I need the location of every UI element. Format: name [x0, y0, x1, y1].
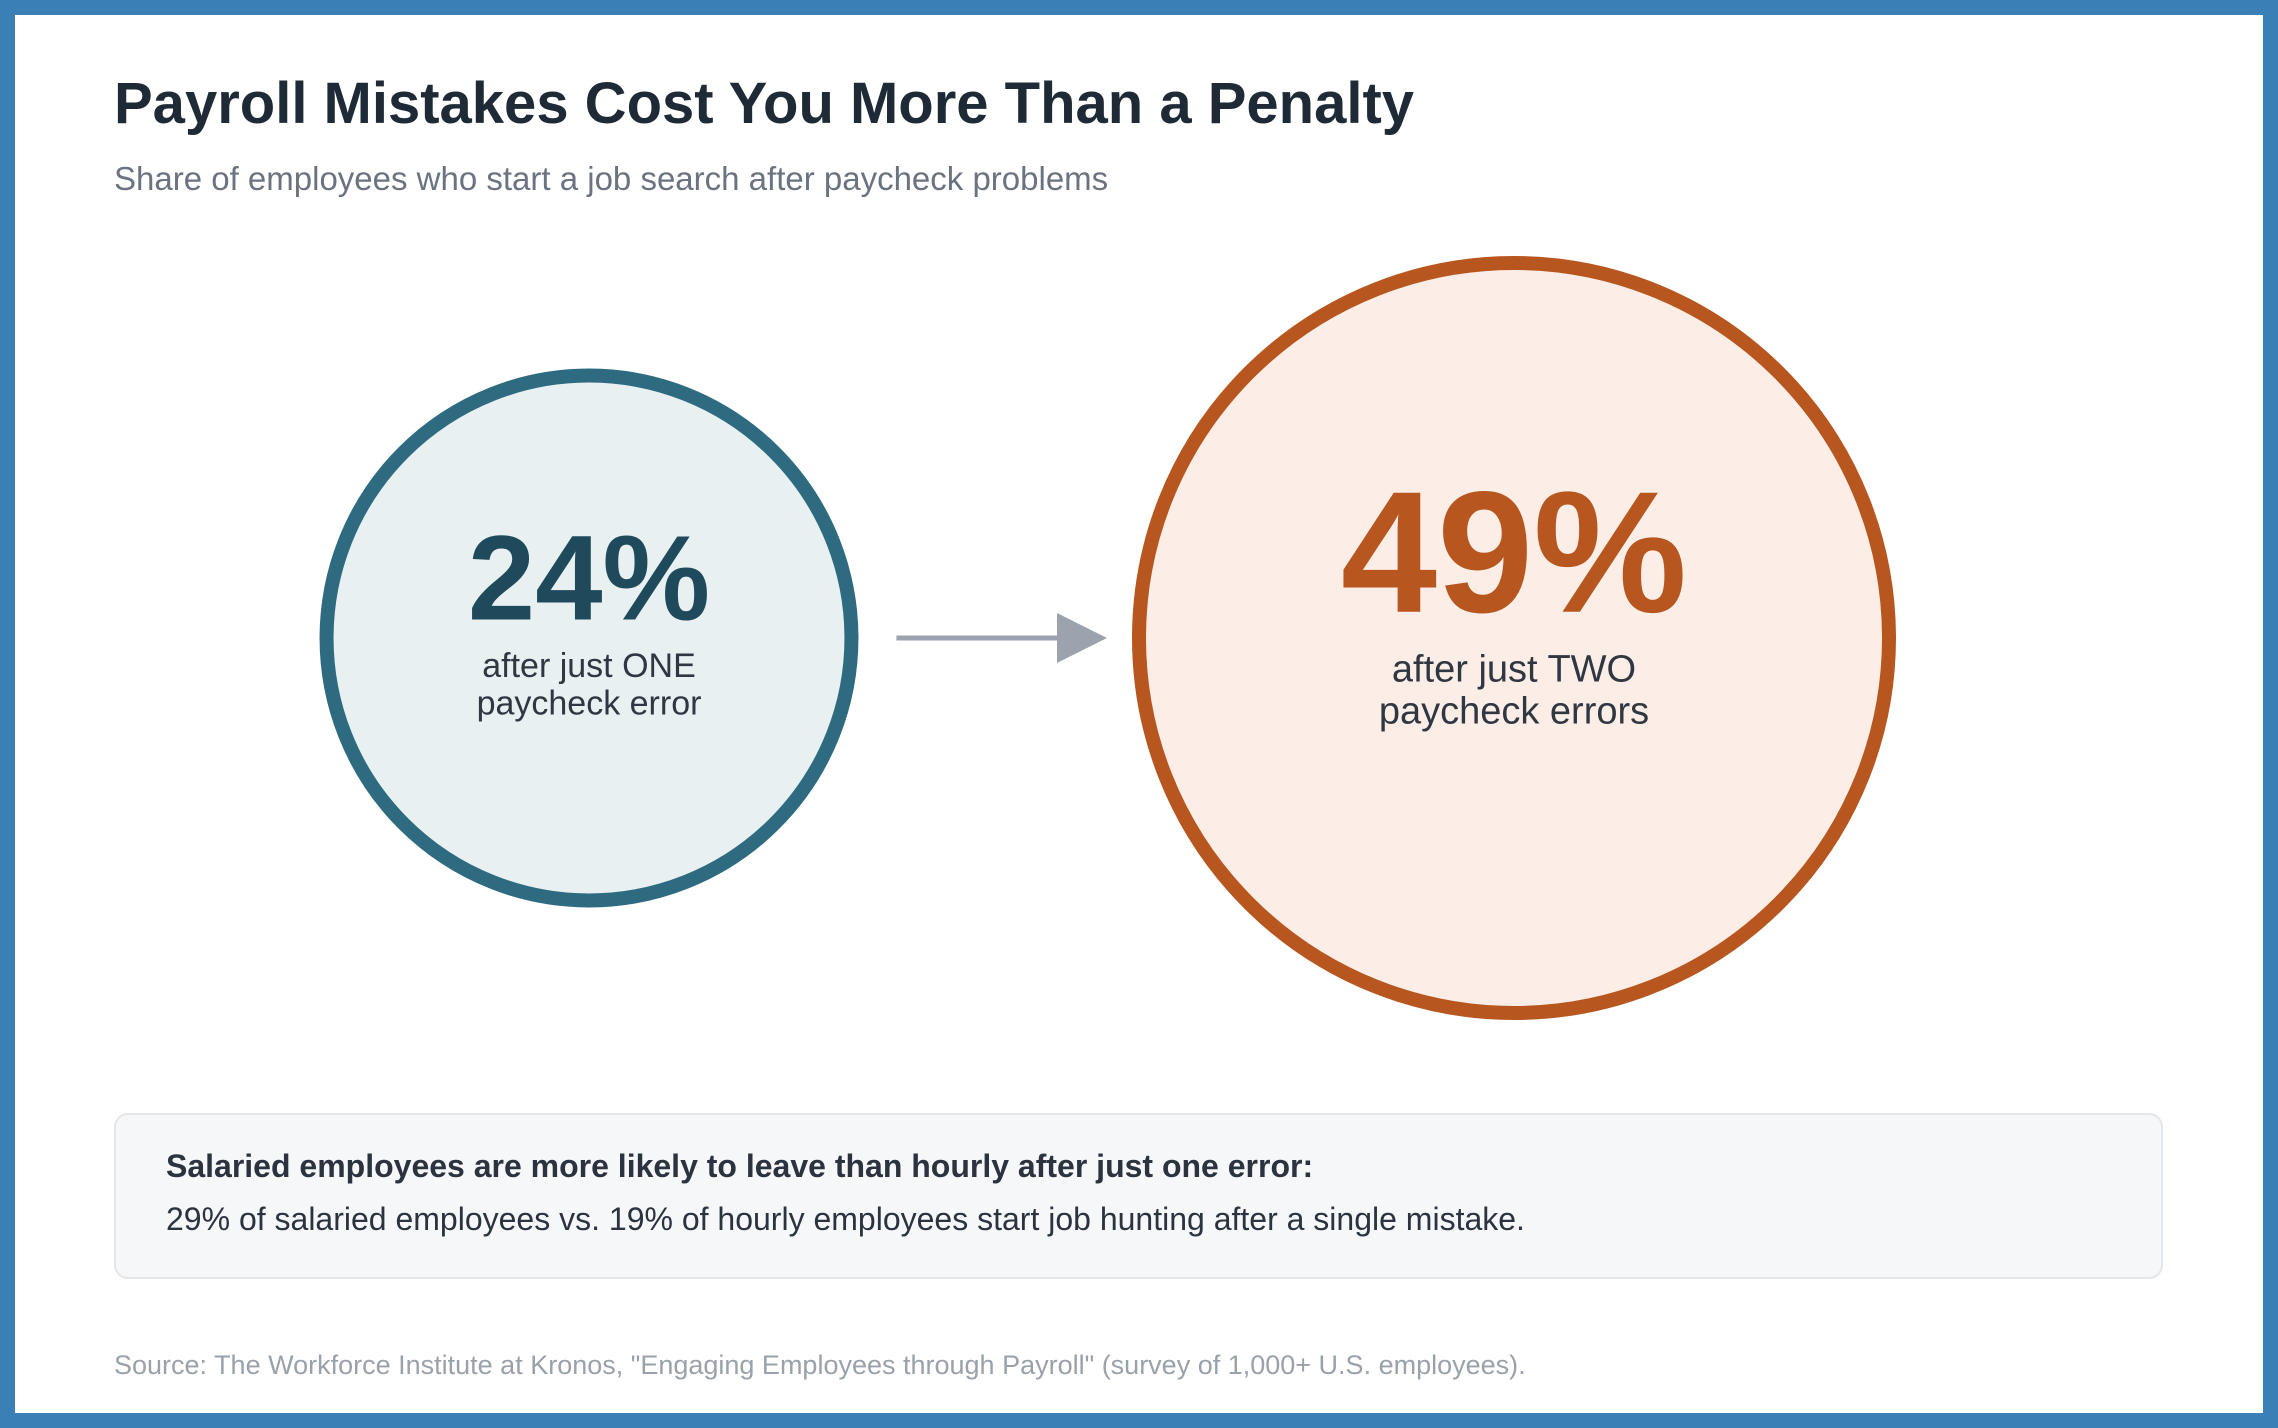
bubble-two-errors-value: 49% — [1341, 455, 1687, 649]
callout-heading: Salaried employees are more likely to le… — [166, 1148, 1314, 1184]
arrow-head-icon — [1057, 613, 1107, 663]
arrow-connector — [896, 613, 1107, 663]
bubble-two-errors: 49% after just TWO paycheck errors — [1132, 256, 1896, 1020]
bubble-two-errors-caption-line1: after just TWO — [1392, 649, 1636, 691]
bubble-one-error-circle — [319, 368, 859, 908]
bubble-one-error: 24% after just ONE paycheck error — [319, 368, 859, 908]
chart-title: Payroll Mistakes Cost You More Than a Pe… — [114, 71, 1415, 136]
bubble-one-error-value: 24% — [468, 510, 710, 646]
bubble-one-error-caption-line2: paycheck error — [477, 685, 702, 723]
chart-subtitle: Share of employees who start a job searc… — [114, 160, 1109, 197]
bubble-one-error-caption-line1: after just ONE — [482, 647, 696, 685]
insight-callout: Salaried employees are more likely to le… — [114, 1113, 2163, 1279]
bubble-comparison-chart: 24% after just ONE paycheck error 49% af… — [319, 256, 1896, 1020]
source-note: Source: The Workforce Institute at Krono… — [114, 1350, 1526, 1380]
bubble-two-errors-caption-line2: paycheck errors — [1379, 691, 1649, 733]
callout-body: 29% of salaried employees vs. 19% of hou… — [166, 1201, 1525, 1237]
bubble-two-errors-circle — [1132, 256, 1896, 1020]
